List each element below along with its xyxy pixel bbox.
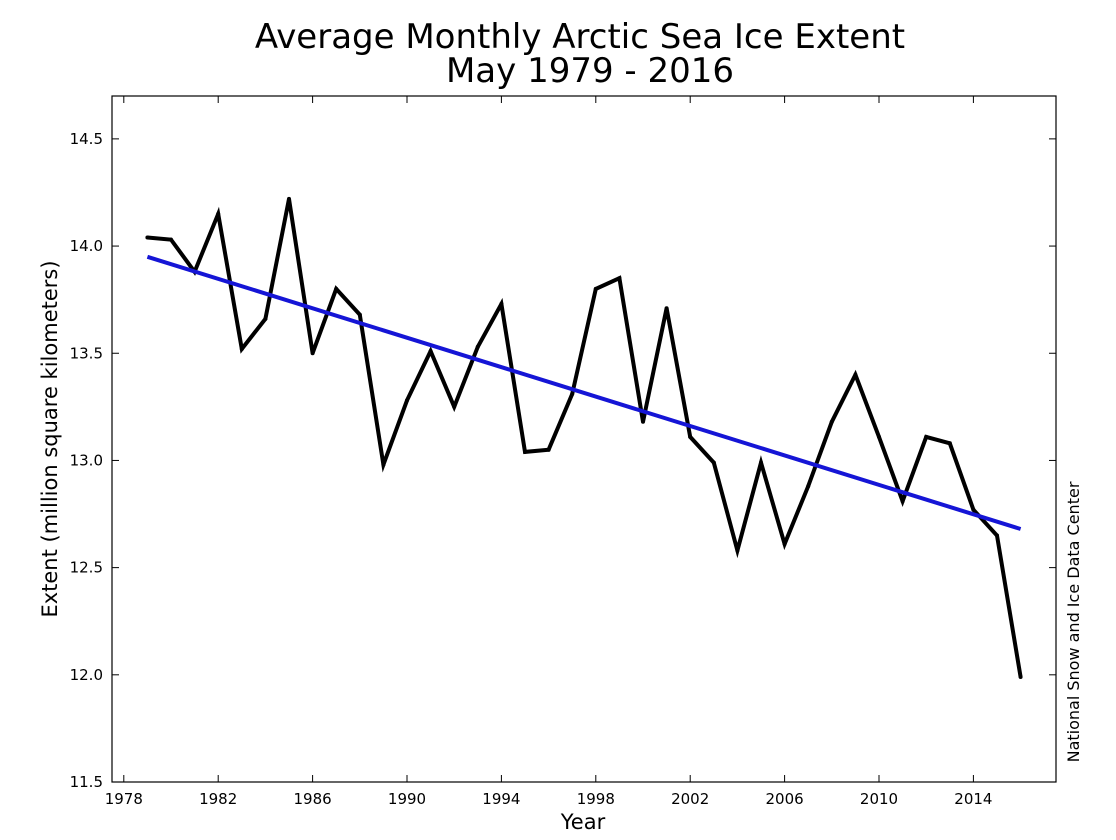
x-axis-label: Year (560, 810, 606, 834)
x-tick-label: 1982 (199, 790, 237, 808)
data-point (475, 344, 480, 349)
data-point (829, 419, 834, 424)
x-tick-label: 1990 (388, 790, 426, 808)
y-tick-label: 14.0 (70, 237, 103, 255)
data-point (924, 434, 929, 439)
data-point (570, 392, 575, 396)
data-point (357, 312, 362, 317)
data-point (428, 349, 433, 354)
data-point (523, 449, 527, 454)
series-layer (145, 196, 1023, 679)
data-point (995, 533, 999, 538)
y-axis: 11.5 12.0 12.5 13.0 13.5 14.0 14.5 (70, 130, 1056, 791)
x-tick-label: 2002 (671, 790, 709, 808)
x-tick-label: 1978 (105, 790, 143, 808)
data-point (145, 235, 150, 240)
data-point (688, 434, 693, 439)
x-tick-label: 1998 (577, 790, 615, 808)
data-point (1018, 675, 1023, 679)
data-point (405, 398, 409, 403)
data-point (263, 316, 268, 321)
data-point (287, 196, 291, 201)
data-point (900, 499, 905, 504)
data-point (759, 460, 763, 465)
x-tick-label: 2014 (954, 790, 992, 808)
source-label: National Snow and Ice Data Center (1064, 481, 1083, 762)
data-point (711, 460, 716, 465)
y-axis-label: Extent (million square kilometers) (38, 260, 62, 617)
data-point (641, 419, 645, 424)
x-tick-label: 2010 (860, 790, 898, 808)
x-axis: 1978 1982 1986 1990 1994 1998 2002 2006 2010 2014 (105, 96, 992, 808)
data-point (782, 542, 787, 546)
y-tick-label: 12.5 (70, 559, 103, 577)
chart-title: Average Monthly Arctic Sea Ice Extent (255, 17, 905, 57)
y-tick-label: 13.0 (70, 451, 103, 469)
data-point (334, 286, 339, 291)
data-point (499, 301, 504, 306)
data-point (664, 306, 669, 311)
data-point (971, 507, 976, 512)
plot-frame (111, 95, 1057, 783)
y-tick-label: 13.5 (70, 344, 103, 362)
y-tick-label: 11.5 (70, 773, 103, 791)
data-point (452, 404, 457, 409)
data-point (546, 447, 551, 452)
x-tick-label: 1986 (294, 790, 332, 808)
data-point (169, 237, 173, 242)
data-point (593, 286, 598, 291)
series-line-may-extent (147, 198, 1023, 678)
x-tick-label: 2006 (766, 790, 804, 808)
data-point (947, 441, 952, 446)
data-point (216, 211, 221, 216)
y-tick-label: 14.5 (70, 130, 103, 148)
chart-subtitle: May 1979 - 2016 (446, 51, 734, 91)
data-point (617, 276, 622, 281)
trend-line (146, 254, 1022, 531)
data-point (239, 347, 244, 351)
y-tick-label: 12.0 (70, 666, 103, 684)
data-point (381, 462, 386, 467)
data-point (853, 372, 858, 377)
x-tick-label: 1994 (482, 790, 520, 808)
data-point (310, 351, 315, 356)
data-point (735, 548, 740, 553)
data-point (877, 434, 881, 439)
data-point (806, 484, 811, 489)
